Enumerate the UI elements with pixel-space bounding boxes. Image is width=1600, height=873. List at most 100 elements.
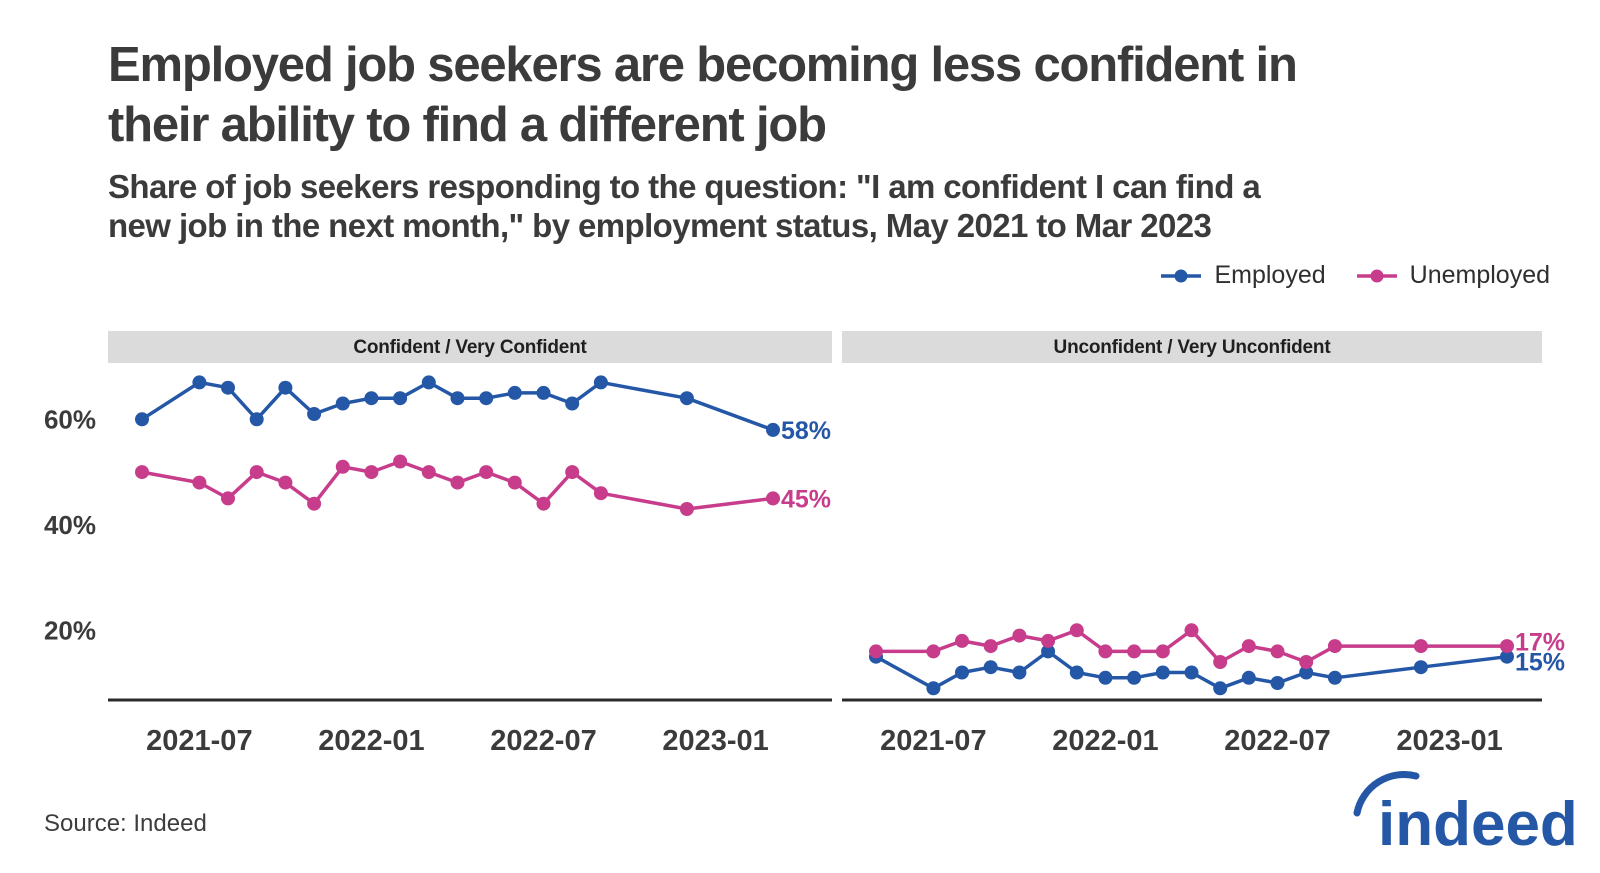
legend-label-employed: Employed (1214, 261, 1326, 289)
panel-header (108, 331, 832, 363)
source-note: Source: Indeed (44, 810, 207, 837)
data-point (192, 475, 207, 490)
data-point (955, 665, 969, 680)
indeed-logo: indeed (1353, 771, 1578, 858)
data-point (1299, 665, 1314, 680)
data-point (1127, 644, 1142, 659)
data-point (869, 644, 883, 659)
end-label-employed: 15% (1515, 648, 1565, 676)
legend-item-unemployed: Unemployed (1356, 261, 1550, 290)
data-point (1241, 670, 1256, 685)
data-point (221, 491, 235, 506)
x-tick-label: 2021-07 (880, 725, 986, 757)
data-point (221, 380, 235, 395)
data-point (593, 486, 608, 501)
data-point (1041, 633, 1056, 648)
x-tick-label: 2023-01 (1396, 725, 1502, 757)
data-point (565, 465, 580, 480)
chart-title: Employed job seekers are becoming less c… (108, 38, 1298, 152)
data-point (479, 465, 494, 480)
data-point (1241, 639, 1256, 654)
data-point (926, 681, 941, 696)
data-point (507, 475, 522, 490)
data-point (1155, 665, 1170, 680)
data-point (249, 465, 264, 480)
data-point (536, 385, 551, 400)
data-point (766, 491, 780, 506)
data-point (335, 396, 350, 411)
data-point (565, 396, 580, 411)
data-point (1041, 644, 1056, 659)
data-point (1327, 639, 1342, 654)
data-point (593, 375, 608, 390)
panel-title: Confident / Very Confident (353, 337, 587, 358)
x-tick-label: 2023-01 (662, 725, 768, 757)
data-point (983, 660, 998, 675)
data-point (307, 407, 322, 421)
data-point (393, 454, 408, 469)
data-point (1413, 660, 1428, 675)
data-point (1012, 665, 1027, 680)
legend-item-employed: Employed (1160, 261, 1326, 290)
data-point (479, 391, 494, 406)
data-point (278, 475, 293, 490)
y-tick-label: 20% (44, 615, 96, 645)
data-point (335, 459, 350, 474)
data-point (926, 644, 941, 659)
data-point (249, 412, 264, 427)
data-point (1270, 644, 1285, 659)
data-point (679, 391, 694, 406)
data-point (1184, 665, 1199, 680)
data-point (1270, 676, 1285, 690)
data-point (135, 412, 149, 427)
data-point (421, 465, 436, 480)
end-label-unemployed: 45% (781, 485, 831, 513)
data-point (364, 465, 379, 480)
end-label-unemployed: 17% (1515, 628, 1565, 656)
data-point (1069, 665, 1084, 680)
data-point (192, 375, 207, 390)
data-point (1500, 639, 1514, 654)
data-point (1155, 644, 1170, 659)
data-point (278, 380, 293, 395)
data-point (766, 422, 780, 437)
end-label-employed: 58% (781, 417, 831, 445)
legend: Employed Unemployed (1160, 261, 1550, 290)
chart-subtitle: Share of job seekers responding to the q… (108, 168, 1261, 244)
data-point (983, 639, 998, 654)
data-point (393, 391, 408, 406)
x-tick-label: 2022-01 (1052, 725, 1158, 757)
data-point (364, 391, 379, 406)
logo-text: indeed (1378, 790, 1578, 858)
data-point (421, 375, 436, 390)
x-tick-label: 2022-01 (318, 725, 424, 757)
data-point (1127, 670, 1142, 685)
data-point (1012, 628, 1027, 643)
legend-label-unemployed: Unemployed (1409, 261, 1550, 289)
data-point (1213, 681, 1228, 696)
data-point (450, 391, 465, 406)
series-line-employed (141, 380, 774, 432)
data-point (955, 633, 969, 648)
line-marker-icon (1161, 269, 1202, 282)
data-point (135, 465, 149, 480)
data-point (1327, 670, 1342, 685)
line-marker-icon (1356, 269, 1397, 282)
data-point (1069, 623, 1084, 638)
data-point (1500, 649, 1514, 664)
data-point (507, 385, 522, 400)
data-point (1299, 655, 1314, 669)
y-tick-label: 40% (44, 510, 96, 540)
data-point (307, 496, 322, 511)
data-point (679, 502, 694, 516)
x-tick-label: 2022-07 (490, 725, 596, 757)
x-tick-label: 2022-07 (1224, 725, 1330, 757)
data-point (1098, 644, 1113, 659)
data-point (450, 475, 465, 490)
data-point (1098, 670, 1113, 685)
panel-header (842, 331, 1542, 363)
logo-arc-icon (1353, 771, 1420, 817)
data-point (536, 496, 551, 511)
data-point (1213, 655, 1228, 669)
